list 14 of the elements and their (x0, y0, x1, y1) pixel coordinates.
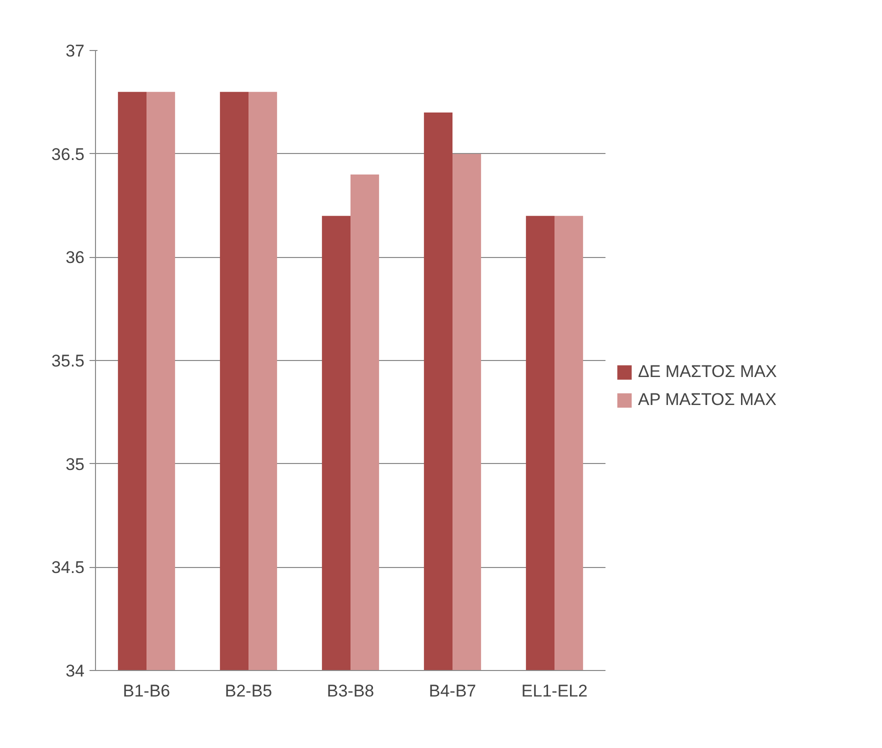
x-tick-label: B2-B5 (224, 682, 272, 700)
y-tick-label: 35.5 (51, 352, 85, 370)
y-tick-label: 34 (66, 662, 85, 680)
x-tick-label: B3-B8 (326, 682, 374, 700)
y-tick-label: 34.5 (51, 558, 85, 578)
y-tick-label: 36 (66, 248, 85, 268)
legend-label: ΔΕ ΜΑΣΤΟΣ MAX (638, 362, 777, 382)
legend-label: ΑΡ ΜΑΣΤΟΣ MAX (638, 390, 776, 410)
y-tick-label: 36.5 (51, 144, 85, 164)
y-tick-label: 37 (66, 42, 85, 60)
x-tick-label: EL1-EL2 (521, 682, 588, 700)
x-tick-label: B1-B6 (122, 682, 170, 700)
x-tick-label: B4-B7 (428, 682, 476, 700)
y-tick-label: 35 (66, 454, 85, 474)
